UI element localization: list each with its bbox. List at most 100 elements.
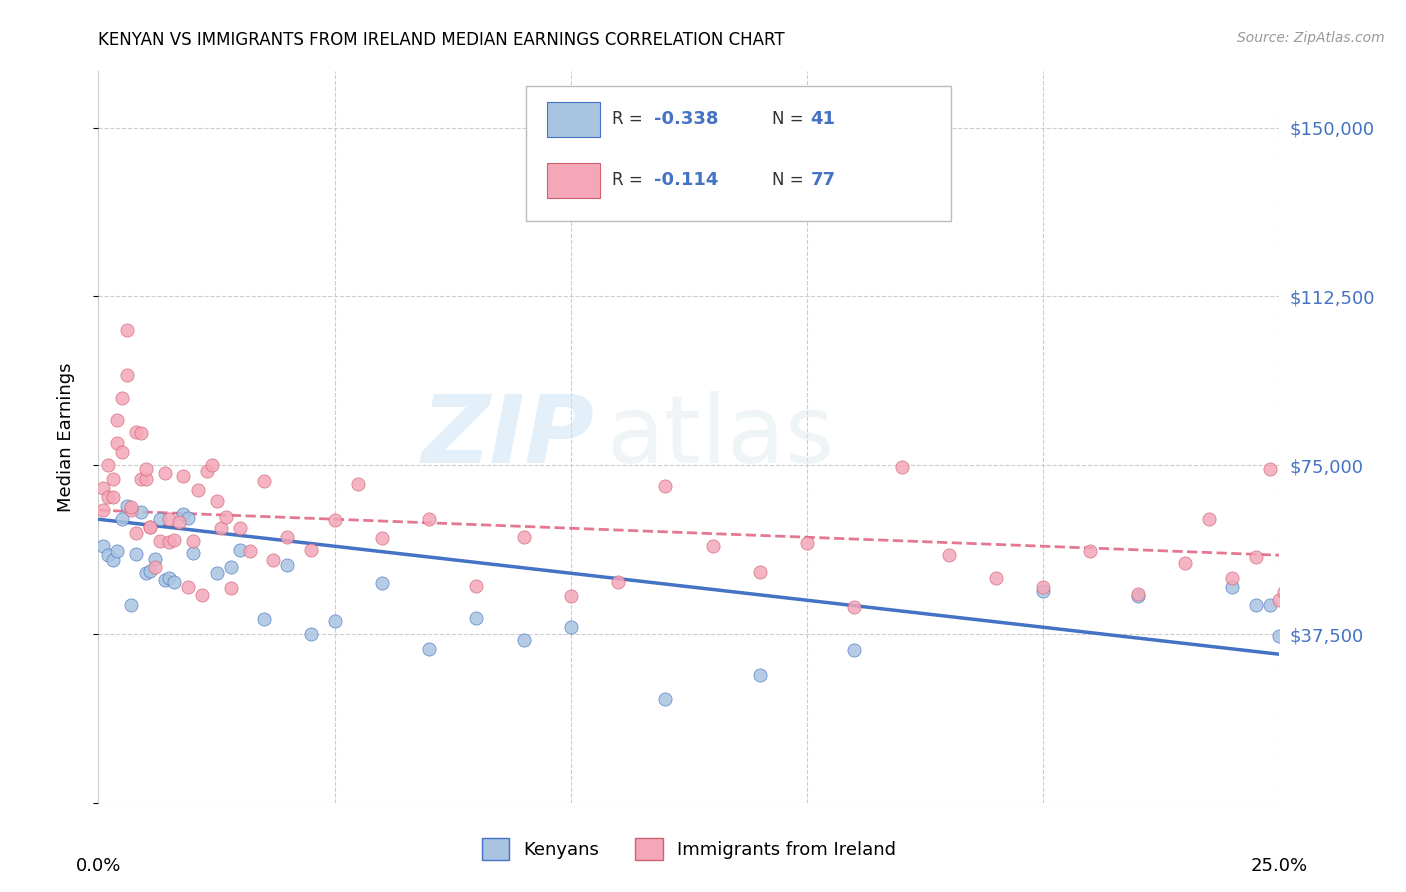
- Point: [91, 481, 114, 495]
- Text: 0.0%: 0.0%: [76, 857, 121, 875]
- Point: [215, 509, 238, 524]
- Point: [262, 553, 284, 567]
- Point: [153, 466, 176, 480]
- Point: [105, 543, 128, 558]
- Text: 41: 41: [811, 110, 835, 128]
- Point: [121, 598, 143, 612]
- Point: [748, 565, 770, 579]
- Point: [748, 668, 770, 682]
- Point: [177, 580, 200, 594]
- Point: [1292, 602, 1315, 616]
- Point: [984, 571, 1007, 585]
- Point: [163, 533, 186, 547]
- Point: [276, 558, 298, 573]
- Point: [371, 531, 394, 545]
- Point: [219, 559, 242, 574]
- Point: [1272, 585, 1295, 599]
- Point: [157, 512, 180, 526]
- Text: -0.114: -0.114: [654, 170, 718, 188]
- Point: [143, 560, 166, 574]
- Point: [1174, 557, 1197, 571]
- Point: [465, 610, 488, 624]
- Point: [1198, 512, 1220, 526]
- Point: [1258, 598, 1281, 612]
- Point: [97, 458, 120, 473]
- Point: [1220, 571, 1243, 585]
- Point: [172, 469, 194, 483]
- Point: [796, 536, 818, 550]
- Point: [654, 479, 676, 493]
- Point: [187, 483, 209, 498]
- Point: [1032, 584, 1054, 599]
- Point: [890, 460, 912, 475]
- Point: [418, 512, 440, 526]
- Point: [129, 426, 152, 441]
- Text: N =: N =: [772, 170, 808, 188]
- Point: [201, 458, 224, 473]
- Point: [844, 600, 866, 615]
- Point: [125, 548, 148, 562]
- Point: [91, 503, 114, 517]
- Point: [253, 612, 276, 626]
- Point: [195, 464, 218, 478]
- Text: R =: R =: [612, 110, 648, 128]
- Point: [97, 490, 120, 504]
- Point: [101, 553, 124, 567]
- Point: [163, 574, 186, 589]
- Point: [177, 510, 200, 524]
- Point: [125, 425, 148, 439]
- Point: [205, 566, 228, 580]
- Point: [111, 391, 134, 405]
- Point: [1278, 645, 1301, 659]
- Point: [157, 572, 180, 586]
- Point: [181, 533, 204, 548]
- Point: [654, 692, 676, 706]
- Point: [418, 642, 440, 657]
- Point: [1244, 549, 1267, 564]
- Point: [129, 505, 152, 519]
- Y-axis label: Median Earnings: Median Earnings: [56, 362, 75, 512]
- Point: [1278, 494, 1301, 508]
- Point: [115, 323, 138, 337]
- Text: 25.0%: 25.0%: [1251, 857, 1308, 875]
- Text: -0.338: -0.338: [654, 110, 718, 128]
- Point: [229, 521, 252, 535]
- Point: [1296, 607, 1319, 621]
- Point: [1258, 462, 1281, 476]
- Point: [139, 520, 162, 534]
- Point: [560, 620, 582, 634]
- Point: [253, 474, 276, 488]
- Point: [139, 564, 162, 578]
- Point: [465, 579, 488, 593]
- Point: [111, 512, 134, 526]
- Point: [139, 519, 162, 533]
- FancyBboxPatch shape: [526, 86, 950, 221]
- Point: [157, 535, 180, 549]
- Text: R =: R =: [612, 170, 654, 188]
- Point: [938, 548, 960, 562]
- Point: [299, 627, 322, 641]
- Point: [219, 581, 242, 595]
- Point: [205, 494, 228, 508]
- Text: N =: N =: [772, 110, 808, 128]
- Point: [1080, 543, 1102, 558]
- Text: Source: ZipAtlas.com: Source: ZipAtlas.com: [1237, 31, 1385, 45]
- FancyBboxPatch shape: [547, 162, 600, 198]
- Point: [229, 542, 252, 557]
- Point: [323, 614, 346, 628]
- Point: [276, 530, 298, 544]
- Point: [149, 534, 172, 549]
- Point: [323, 513, 346, 527]
- Point: [149, 512, 172, 526]
- Point: [121, 500, 143, 515]
- Text: ZIP: ZIP: [422, 391, 595, 483]
- Legend: Kenyans, Immigrants from Ireland: Kenyans, Immigrants from Ireland: [475, 830, 903, 867]
- Point: [1126, 587, 1149, 601]
- Point: [135, 462, 157, 476]
- FancyBboxPatch shape: [547, 102, 600, 137]
- Point: [702, 540, 724, 554]
- Point: [111, 444, 134, 458]
- Point: [105, 413, 128, 427]
- Point: [347, 477, 370, 491]
- Point: [1282, 508, 1305, 522]
